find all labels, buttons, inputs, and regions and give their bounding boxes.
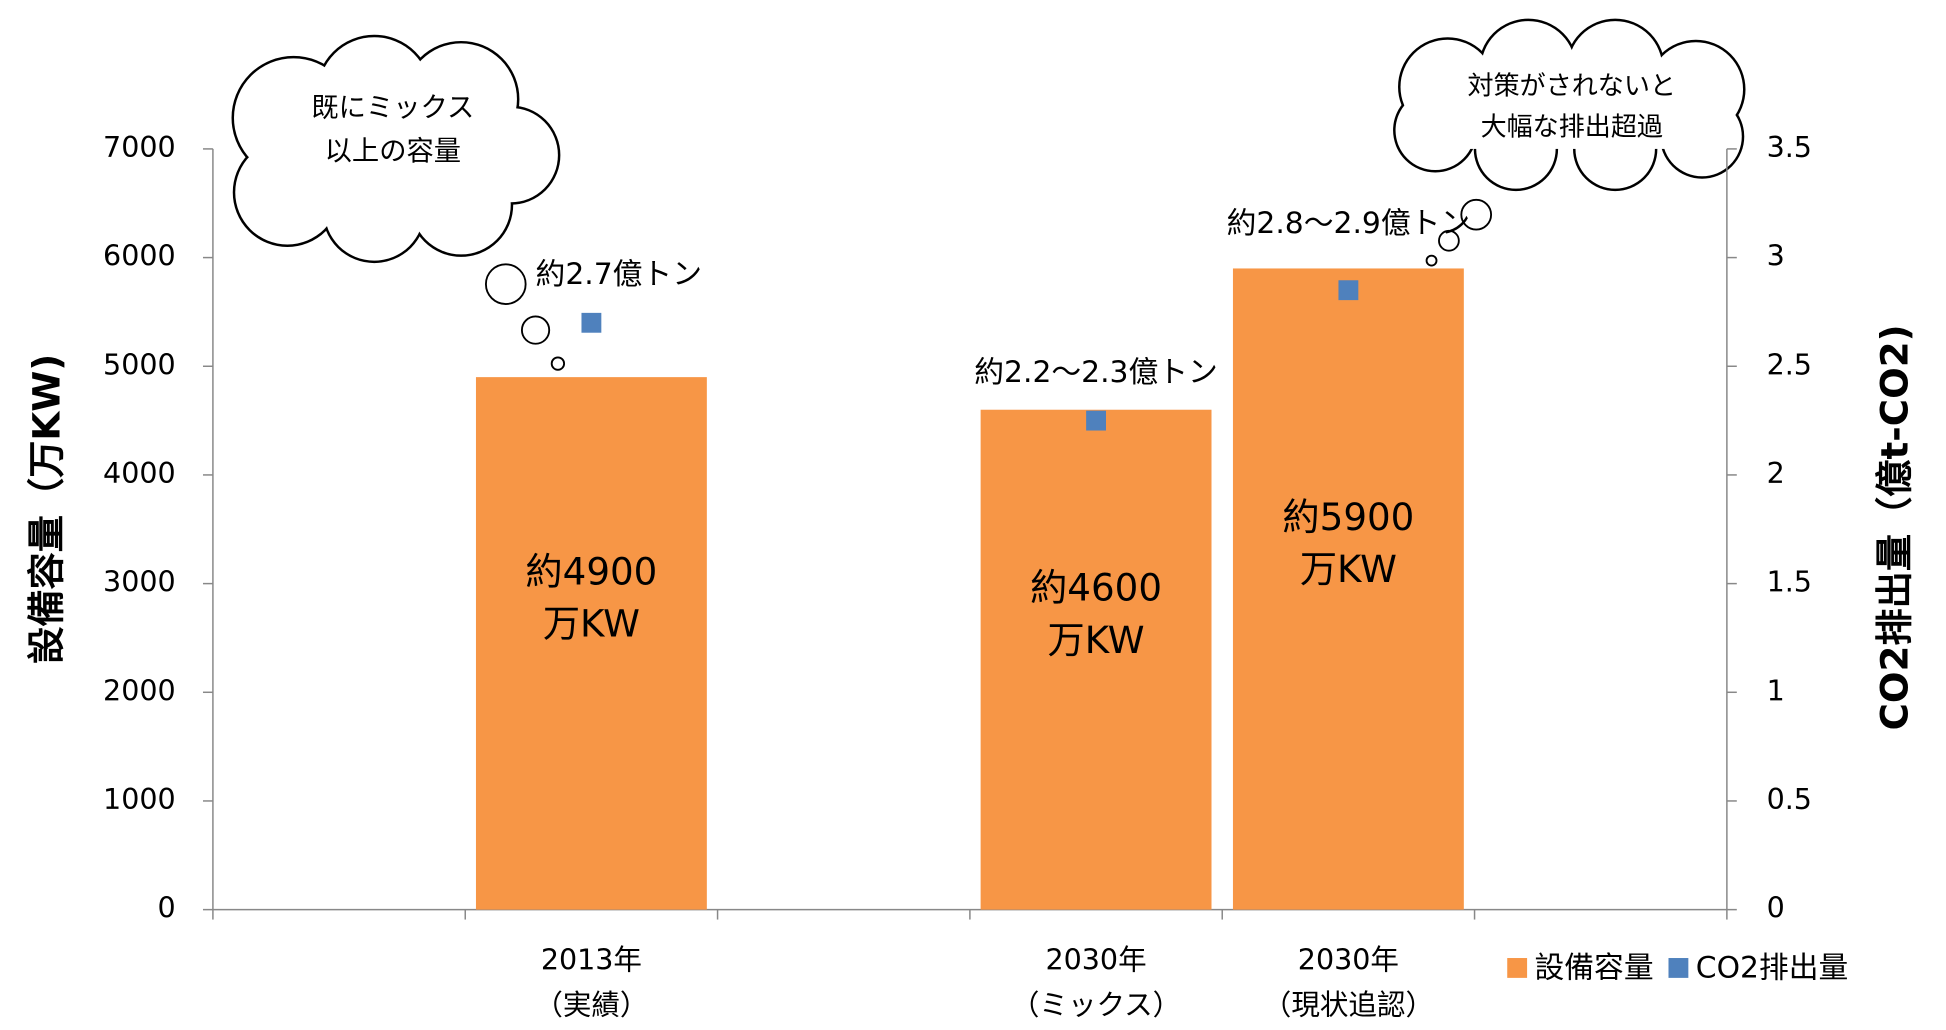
legend-label: CO2排出量 (1696, 951, 1848, 986)
y-tick-label: 4000 (103, 457, 176, 490)
y2-tick-label: 1 (1767, 674, 1785, 707)
marker (1338, 280, 1358, 300)
chart: 既にミックス 以上の容量 対策がされないと 大幅な排出超過 設備容量（万KW) … (0, 0, 1946, 1030)
x-tick-label: 2030年 (1045, 944, 1146, 977)
annotation: 既にミックス (311, 93, 474, 124)
y2-tick-label: 2.5 (1767, 348, 1812, 381)
y2-tick-label: 3 (1767, 240, 1785, 273)
legend-swatch (1507, 958, 1527, 978)
y-tick-label: 1000 (103, 783, 176, 816)
x-tick-label: （ミックス） (1011, 988, 1181, 1021)
y-tick-label: 5000 (103, 348, 176, 381)
point-label: 約2.7億トン (536, 257, 702, 292)
marker (1086, 411, 1106, 431)
thought-cloud: 対策がされないと 大幅な排出超過 (1396, 21, 1743, 189)
point-label: 約2.8〜2.9億トン (1227, 206, 1471, 241)
y2-tick-label: 2 (1767, 457, 1785, 490)
y-tick-label: 3000 (103, 566, 176, 599)
y-axis-label: 設備容量（万KW) (25, 354, 69, 664)
legend-swatch (1668, 958, 1688, 978)
marker (581, 313, 601, 333)
bar-label: 万KW (1048, 618, 1145, 662)
y2-tick-label: 0.5 (1767, 783, 1812, 816)
annotation: 大幅な排出超過 (1481, 112, 1663, 142)
x-tick-label: （実績） (534, 988, 648, 1021)
y2-tick-label: 1.5 (1767, 566, 1812, 599)
y2-axis-label: CO2排出量（億t-CO2) (1872, 324, 1916, 730)
x-tick-label: 2030年 (1298, 944, 1399, 977)
y-tick-label: 2000 (103, 674, 176, 707)
y-tick-label: 0 (158, 892, 176, 925)
bar-label: 万KW (1300, 547, 1397, 591)
y-tick-label: 6000 (103, 240, 176, 273)
x-tick-label: （現状追認） (1263, 988, 1434, 1021)
bar-label: 約4600 (1030, 566, 1162, 610)
bar-label: 約4900 (525, 549, 657, 593)
bar-label: 万KW (543, 602, 640, 646)
page: {"chart_data": {"type": "bar", "categori… (0, 0, 1946, 1030)
y2-tick-label: 0 (1767, 892, 1785, 925)
y2-tick-label: 3.5 (1767, 131, 1812, 164)
thought-cloud: 既にミックス 以上の容量 (234, 37, 558, 260)
legend-label: 設備容量 (1535, 951, 1654, 986)
bar-label: 約5900 (1282, 495, 1414, 539)
annotation: 対策がされないと (1468, 71, 1676, 101)
y-tick-label: 7000 (103, 131, 176, 164)
x-tick-label: 2013年 (541, 944, 642, 977)
annotation: 以上の容量 (325, 136, 461, 167)
point-label: 約2.2〜2.3億トン (974, 355, 1218, 390)
